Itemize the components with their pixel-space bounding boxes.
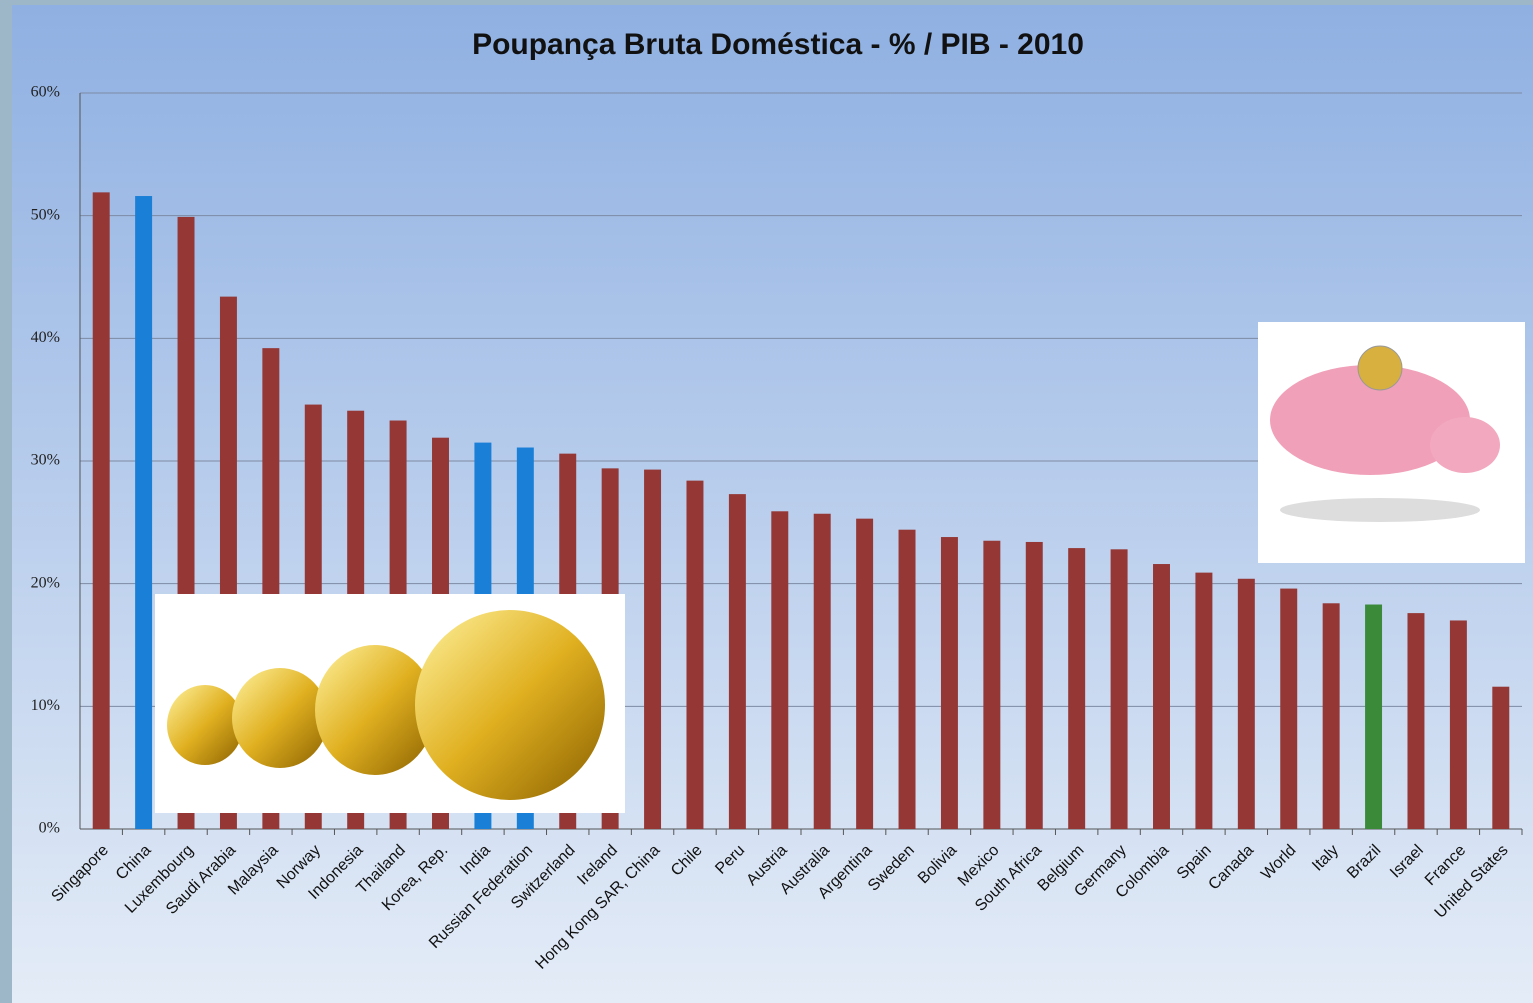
bar (771, 511, 789, 829)
bar (1195, 572, 1213, 829)
gold-piggy-image (155, 594, 625, 813)
bar (644, 469, 662, 829)
bar (856, 518, 874, 829)
y-tick-label: 40% (31, 329, 60, 346)
bar (728, 494, 746, 829)
y-tick-label: 50% (31, 206, 60, 223)
bar (1449, 620, 1467, 829)
y-tick-label: 60% (31, 84, 60, 101)
pink-piggy-image (1258, 322, 1525, 563)
bar (940, 537, 958, 829)
bar (92, 192, 110, 830)
y-tick-label: 30% (31, 452, 60, 469)
piggy (1270, 365, 1470, 475)
bar (813, 513, 831, 829)
bar (983, 540, 1001, 829)
bar (135, 196, 153, 830)
bar (1280, 588, 1298, 829)
piggy-head (1430, 417, 1500, 473)
y-tick-label: 10% (31, 697, 60, 714)
bar (1068, 548, 1086, 829)
bar (898, 529, 916, 829)
bar (1492, 686, 1510, 829)
bar (1322, 603, 1340, 829)
piggy (315, 645, 435, 775)
bar (1237, 578, 1255, 829)
piggy (232, 668, 328, 768)
y-tick-label: 20% (31, 574, 60, 591)
y-tick-label: 0% (39, 820, 60, 837)
piggy (167, 685, 243, 765)
bar (686, 480, 704, 829)
bar (1110, 549, 1128, 829)
bar (1025, 541, 1043, 829)
piggy (415, 610, 605, 800)
chart-title: Poupança Bruta Doméstica - % / PIB - 201… (472, 28, 1084, 61)
bar (1365, 604, 1383, 829)
bar (1407, 613, 1425, 829)
bar (1153, 564, 1170, 829)
coin (1357, 345, 1403, 391)
shadow (1280, 498, 1480, 522)
